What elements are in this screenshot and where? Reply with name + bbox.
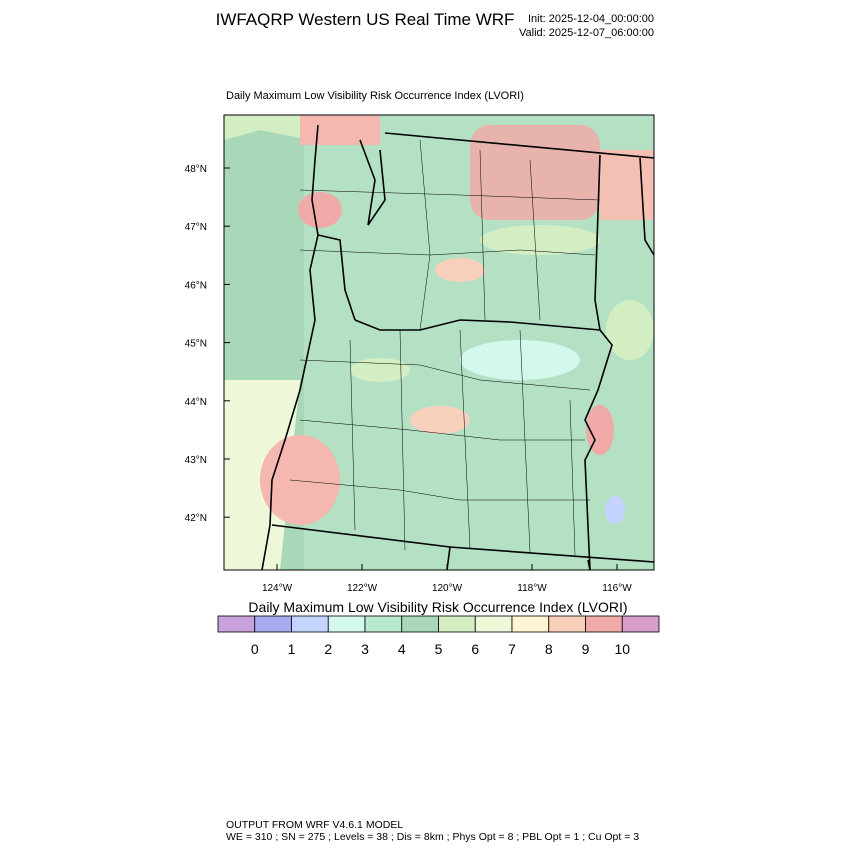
lon-label: 122°W xyxy=(347,583,378,594)
colorbar-label: 1 xyxy=(288,641,296,657)
colorbar-label: 4 xyxy=(398,641,406,657)
colorbar-box xyxy=(254,615,292,633)
colorbar-box xyxy=(438,615,476,633)
init-time: Init: 2025-12-04_00:00:00 xyxy=(528,13,654,25)
colorbar-label: 2 xyxy=(324,641,332,657)
colorbar-box xyxy=(548,615,586,633)
lon-label: 124°W xyxy=(262,583,293,594)
colorbar-label: 10 xyxy=(614,641,630,657)
colorbar-box xyxy=(364,615,403,633)
colorbar-box xyxy=(327,615,366,633)
colorbar-label: 6 xyxy=(471,641,479,657)
colorbar-label: 9 xyxy=(582,641,590,657)
colorbar-label: 7 xyxy=(508,641,516,657)
colorbar: 0 1 2 3 4 5 6 7 8 9 10 xyxy=(217,615,660,657)
map-subtitle: Daily Maximum Low Visibility Risk Occurr… xyxy=(226,90,524,102)
lat-label: 46°N xyxy=(185,280,207,291)
footer-line: WE = 310 ; SN = 275 ; Levels = 38 ; Dis … xyxy=(226,831,639,843)
lat-label: 47°N xyxy=(185,222,207,233)
colorbar-box xyxy=(217,615,256,633)
footer-line: OUTPUT FROM WRF V4.6.1 MODEL xyxy=(226,819,403,831)
lon-label: 116°W xyxy=(602,583,632,594)
lon-label: 118°W xyxy=(517,583,547,594)
colorbar-label: 5 xyxy=(435,641,443,657)
lat-label: 43°N xyxy=(185,455,207,466)
colorbar-box xyxy=(291,615,329,633)
colorbar-box xyxy=(621,615,660,633)
colorbar-label: 0 xyxy=(251,641,259,657)
colorbar-box xyxy=(511,615,550,633)
colorbar-label: 3 xyxy=(361,641,369,657)
colorbar-box xyxy=(585,615,623,633)
colorbar-box xyxy=(401,615,439,633)
colorbar-title: Daily Maximum Low Visibility Risk Occurr… xyxy=(248,599,627,615)
map-field xyxy=(224,115,654,570)
title: IWFAQRP Western US Real Time WRF xyxy=(216,10,515,29)
lat-label: 48°N xyxy=(185,164,207,175)
lat-label: 42°N xyxy=(185,513,207,524)
colorbar-label: 8 xyxy=(545,641,553,657)
lat-label: 45°N xyxy=(185,339,207,350)
lon-label: 120°W xyxy=(432,583,463,594)
lat-label: 44°N xyxy=(185,397,207,408)
map-axes: 48°N 47°N 46°N 45°N 44°N 43°N 42°N 124°W 122°W 12… xyxy=(185,164,633,594)
colorbar-box xyxy=(474,615,513,633)
valid-time: Valid: 2025-12-07_06:00:00 xyxy=(519,27,654,39)
